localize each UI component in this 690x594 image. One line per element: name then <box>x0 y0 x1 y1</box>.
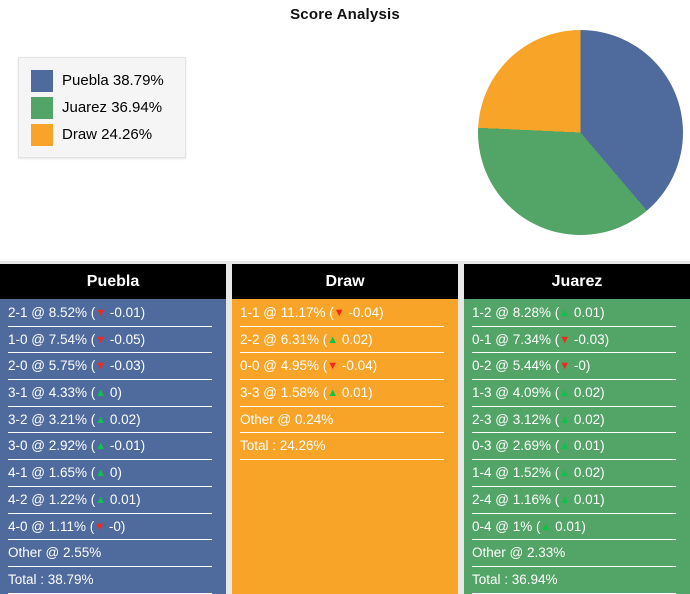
score-columns: Puebla 2-1 @ 8.52% (▼ -0.01) 1-0 @ 7.54% (… <box>0 264 690 594</box>
column-body: 1-1 @ 11.17% (▼ -0.04) 2-2 @ 6.31% (▲ 0.0… <box>232 299 458 594</box>
trend-up-icon: ▲ <box>559 307 571 319</box>
trend-up-icon: ▲ <box>95 493 107 506</box>
score-row: 1-4 @ 1.52% (▲ 0.02) <box>472 460 676 487</box>
trend-up-icon: ▲ <box>559 493 571 506</box>
score-row: Other @ 2.55% <box>8 540 212 567</box>
chart-section: Score Analysis Puebla 38.79% Juarez 36.94… <box>0 0 690 261</box>
legend-label: Draw 24.26% <box>62 126 153 143</box>
trend-down-icon: ▼ <box>559 333 571 346</box>
score-row: 3-1 @ 4.33% (▲ 0) <box>8 380 212 407</box>
score-row: Total : 38.79% <box>8 567 212 594</box>
trend-up-icon: ▲ <box>327 387 339 400</box>
score-row: 1-2 @ 8.28% (▲ 0.01) <box>472 300 676 327</box>
score-row: 3-2 @ 3.21% (▲ 0.02) <box>8 407 212 434</box>
legend-swatch-icon <box>31 96 53 119</box>
trend-up-icon: ▲ <box>95 413 107 426</box>
trend-up-icon: ▲ <box>327 333 339 346</box>
score-row: 0-3 @ 2.69% (▲ 0.01) <box>472 433 676 461</box>
trend-down-icon: ▼ <box>95 333 107 346</box>
legend-swatch-icon <box>31 69 53 92</box>
trend-down-icon: ▼ <box>327 360 339 373</box>
score-row: Other @ 2.33% <box>472 540 676 567</box>
legend: Puebla 38.79% Juarez 36.94% Draw 24.26% <box>18 57 186 158</box>
score-row: 0-4 @ 1% (▲ 0.01) <box>472 514 676 541</box>
score-row: 2-0 @ 5.75% (▼ -0.03) <box>8 353 212 381</box>
trend-up-icon: ▲ <box>559 387 571 400</box>
column-header: Juarez <box>464 264 690 299</box>
score-row: Total : 24.26% <box>240 433 444 461</box>
trend-up-icon: ▲ <box>95 467 107 480</box>
chart-title: Score Analysis <box>290 6 400 23</box>
column-header: Puebla <box>0 264 226 299</box>
score-row: 0-1 @ 7.34% (▼ -0.03) <box>472 327 676 354</box>
trend-down-icon: ▼ <box>94 520 106 533</box>
column-body: 1-2 @ 8.28% (▲ 0.01) 0-1 @ 7.34% (▼ -0.03… <box>464 299 690 594</box>
score-row: 3-3 @ 1.58% (▲ 0.01) <box>240 380 444 407</box>
trend-up-icon: ▲ <box>559 413 571 426</box>
score-row: 0-2 @ 5.44% (▼ -0) <box>472 353 676 381</box>
score-row: 1-0 @ 7.54% (▼ -0.05) <box>8 327 212 354</box>
score-row: 2-1 @ 8.52% (▼ -0.01) <box>8 300 212 327</box>
trend-up-icon: ▲ <box>95 387 107 400</box>
score-row: 2-2 @ 6.31% (▲ 0.02) <box>240 327 444 354</box>
trend-up-icon: ▲ <box>540 520 552 533</box>
score-row: Other @ 0.24% <box>240 407 444 434</box>
column-header: Draw <box>232 264 458 299</box>
trend-down-icon: ▼ <box>95 307 107 319</box>
legend-item: Draw 24.26% <box>31 121 169 148</box>
score-row: 2-4 @ 1.16% (▲ 0.01) <box>472 487 676 514</box>
trend-up-icon: ▲ <box>95 440 107 453</box>
score-row: 4-0 @ 1.11% (▼ -0) <box>8 514 212 541</box>
score-row: 0-0 @ 4.95% (▼ -0.04) <box>240 353 444 381</box>
column-body: 2-1 @ 8.52% (▼ -0.01) 1-0 @ 7.54% (▼ -0.0… <box>0 299 226 594</box>
legend-item: Puebla 38.79% <box>31 67 169 94</box>
legend-item: Juarez 36.94% <box>31 94 169 121</box>
score-row: 4-2 @ 1.22% (▲ 0.01) <box>8 487 212 514</box>
pie-chart <box>478 30 683 235</box>
legend-label: Juarez 36.94% <box>62 99 163 116</box>
score-row: 1-1 @ 11.17% (▼ -0.04) <box>240 300 444 327</box>
score-row: 4-1 @ 1.65% (▲ 0) <box>8 460 212 487</box>
trend-down-icon: ▼ <box>333 307 345 319</box>
score-row: 2-3 @ 3.12% (▲ 0.02) <box>472 407 676 434</box>
trend-down-icon: ▼ <box>95 360 107 373</box>
score-row: Total : 36.94% <box>472 567 676 594</box>
trend-down-icon: ▼ <box>559 360 571 373</box>
legend-label: Puebla 38.79% <box>62 72 164 89</box>
trend-up-icon: ▲ <box>559 467 571 480</box>
trend-up-icon: ▲ <box>559 440 571 453</box>
score-column-puebla: Puebla 2-1 @ 8.52% (▼ -0.01) 1-0 @ 7.54% (… <box>0 264 226 594</box>
legend-swatch-icon <box>31 123 53 146</box>
score-column-draw: Draw 1-1 @ 11.17% (▼ -0.04) 2-2 @ 6.31% (▲… <box>232 264 458 594</box>
score-row: 3-0 @ 2.92% (▲ -0.01) <box>8 433 212 461</box>
score-column-juarez: Juarez 1-2 @ 8.28% (▲ 0.01) 0-1 @ 7.34% (▼… <box>464 264 690 594</box>
score-row: 1-3 @ 4.09% (▲ 0.02) <box>472 380 676 407</box>
